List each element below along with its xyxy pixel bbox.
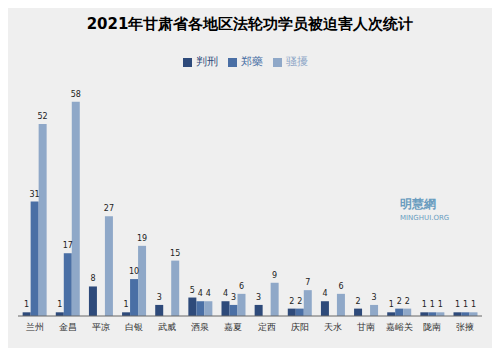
svg-text:5: 5 bbox=[190, 286, 195, 295]
svg-text:6: 6 bbox=[239, 282, 244, 291]
svg-text:2: 2 bbox=[289, 297, 294, 306]
svg-text:31: 31 bbox=[30, 190, 40, 199]
svg-text:7: 7 bbox=[305, 278, 310, 287]
svg-text:1: 1 bbox=[57, 300, 62, 309]
html-text:骚擾: 骚擾 bbox=[285, 55, 308, 68]
svg-text:兰州: 兰州 bbox=[26, 322, 44, 332]
svg-text:3: 3 bbox=[231, 293, 236, 302]
svg-text:6: 6 bbox=[338, 282, 343, 291]
svg-text:白银: 白银 bbox=[125, 322, 143, 332]
html-text:明慧網: 明慧網 bbox=[400, 197, 436, 211]
svg-text:平凉: 平凉 bbox=[92, 322, 110, 332]
svg-text:8: 8 bbox=[90, 274, 95, 283]
svg-text:武威: 武威 bbox=[158, 322, 176, 332]
svg-text:1: 1 bbox=[422, 300, 427, 309]
svg-text:27: 27 bbox=[104, 204, 114, 213]
html-text:2021年甘肃省各地区法轮功学员被迫害人次统计: 2021年甘肃省各地区法轮功学员被迫害人次统计 bbox=[86, 15, 414, 33]
svg-text:19: 19 bbox=[137, 234, 147, 243]
svg-text:张掖: 张掖 bbox=[456, 322, 474, 332]
svg-text:1: 1 bbox=[124, 300, 129, 309]
svg-text:2: 2 bbox=[297, 297, 302, 306]
svg-text:2: 2 bbox=[405, 297, 410, 306]
svg-text:52: 52 bbox=[38, 112, 48, 121]
svg-text:3: 3 bbox=[372, 293, 377, 302]
svg-text:天水: 天水 bbox=[324, 322, 342, 332]
html-text:判刑: 判刑 bbox=[195, 55, 218, 68]
svg-text:金昌: 金昌 bbox=[59, 322, 77, 332]
svg-text:1: 1 bbox=[389, 300, 394, 309]
svg-text:陇南: 陇南 bbox=[423, 322, 441, 332]
svg-text:3: 3 bbox=[256, 293, 261, 302]
svg-text:1: 1 bbox=[455, 300, 460, 309]
svg-text:嘉夏: 嘉夏 bbox=[224, 322, 242, 332]
svg-text:1: 1 bbox=[24, 300, 29, 309]
svg-text:9: 9 bbox=[272, 271, 277, 280]
svg-text:4: 4 bbox=[322, 289, 327, 298]
svg-text:甘南: 甘南 bbox=[357, 322, 375, 332]
svg-text:15: 15 bbox=[170, 249, 180, 258]
svg-text:58: 58 bbox=[71, 90, 81, 99]
html-text:MINGHUI.ORG: MINGHUI.ORG bbox=[400, 214, 450, 222]
svg-text:4: 4 bbox=[206, 289, 211, 298]
svg-text:1: 1 bbox=[463, 300, 468, 309]
svg-text:1: 1 bbox=[430, 300, 435, 309]
svg-text:3: 3 bbox=[157, 293, 162, 302]
svg-text:庆阳: 庆阳 bbox=[291, 322, 309, 332]
svg-text:4: 4 bbox=[223, 289, 228, 298]
svg-text:酒泉: 酒泉 bbox=[191, 322, 209, 332]
svg-text:17: 17 bbox=[63, 241, 73, 250]
svg-text:1: 1 bbox=[471, 300, 476, 309]
svg-text:10: 10 bbox=[129, 267, 139, 276]
svg-text:1: 1 bbox=[438, 300, 443, 309]
svg-text:嘉峪关: 嘉峪关 bbox=[386, 322, 413, 332]
svg-text:2: 2 bbox=[397, 297, 402, 306]
svg-text:2: 2 bbox=[356, 297, 361, 306]
svg-text:4: 4 bbox=[198, 289, 203, 298]
svg-text:定西: 定西 bbox=[258, 322, 276, 332]
html-text:郑藥: 郑藥 bbox=[240, 55, 263, 68]
